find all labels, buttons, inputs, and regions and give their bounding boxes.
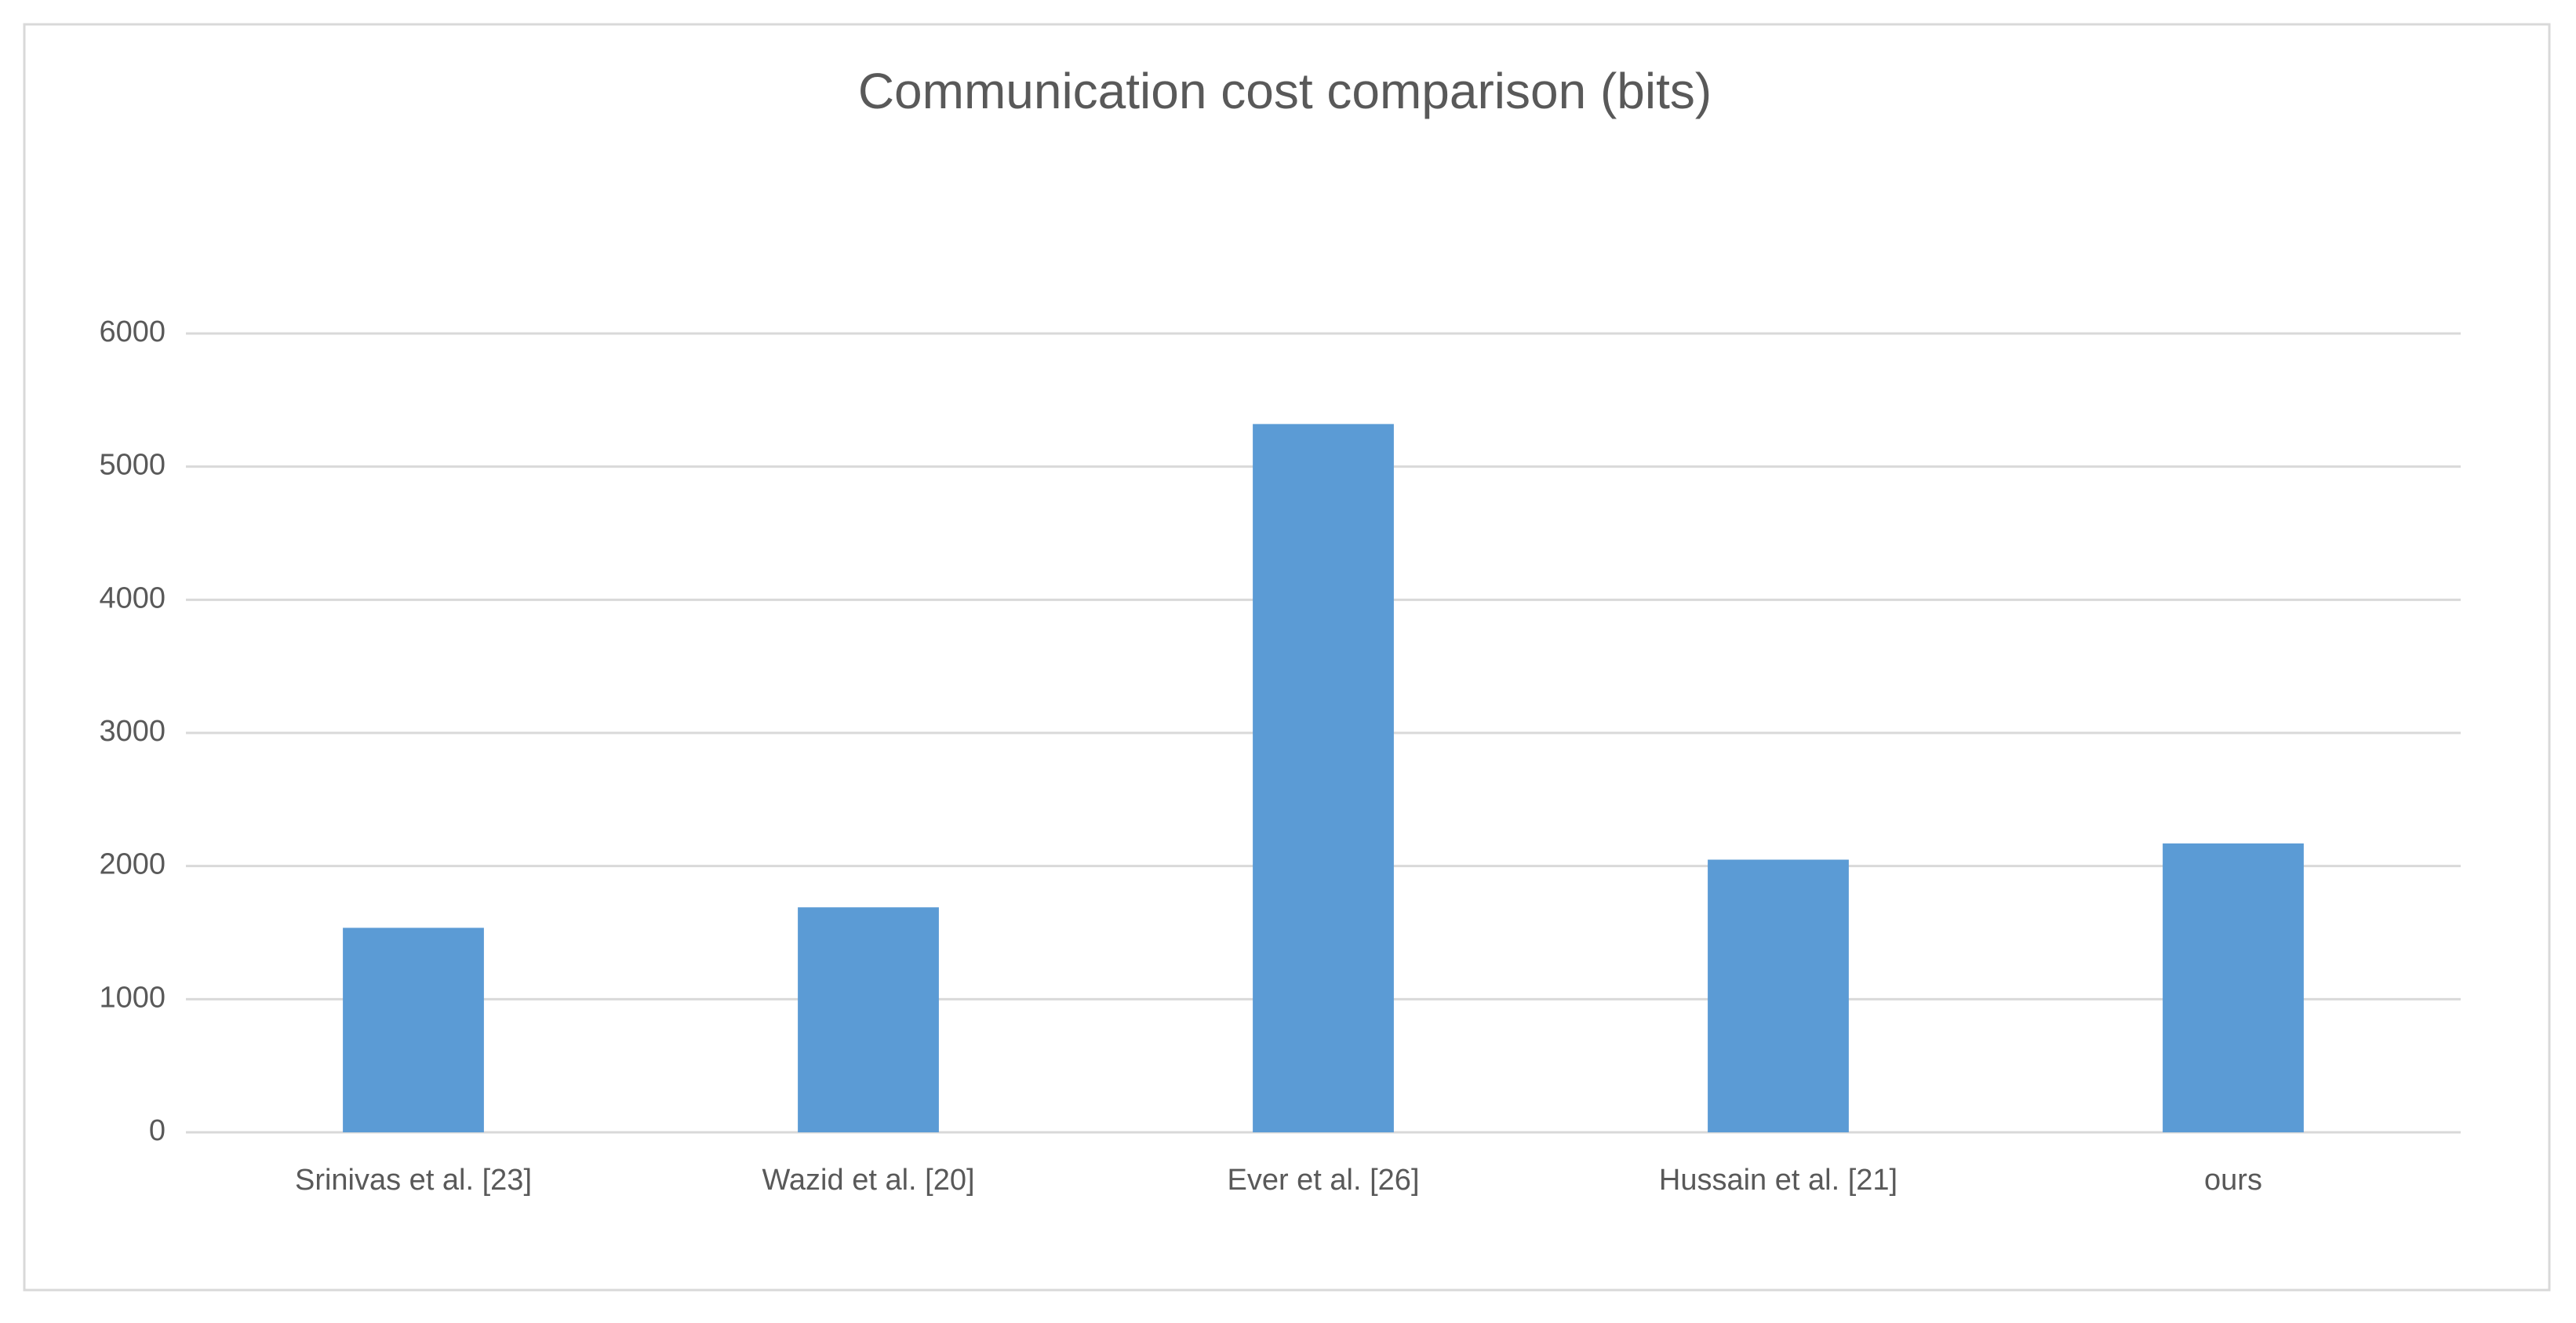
bar: [343, 928, 484, 1132]
y-tick-label: 0: [149, 1114, 166, 1147]
y-tick-label: 4000: [99, 581, 166, 614]
y-tick-label: 5000: [99, 449, 166, 482]
bar: [1253, 424, 1394, 1132]
bar: [798, 907, 939, 1132]
x-tick-label: Wazid et al. [20]: [762, 1164, 974, 1197]
x-tick-label: Ever et al. [26]: [1227, 1164, 1419, 1197]
bar: [1708, 859, 1849, 1132]
x-tick-label: Hussain et al. [21]: [1659, 1164, 1897, 1197]
y-tick-label: 2000: [99, 848, 166, 881]
chart-title: Communication cost comparison (bits): [858, 63, 1712, 119]
y-tick-label: 3000: [99, 715, 166, 748]
y-tick-label: 1000: [99, 981, 166, 1014]
x-tick-label: Srinivas et al. [23]: [295, 1164, 532, 1197]
y-tick-label: 6000: [99, 315, 166, 348]
bar: [2163, 843, 2304, 1132]
x-tick-label: ours: [2204, 1164, 2262, 1197]
